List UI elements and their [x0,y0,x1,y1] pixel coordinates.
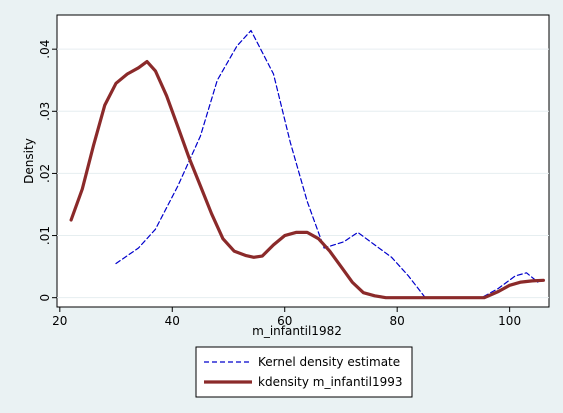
y-tick-label: .04 [38,40,52,59]
y-tick-label: .02 [38,164,52,183]
y-tick-label: .01 [38,226,52,245]
legend: Kernel density estimate kdensity m_infan… [195,346,413,398]
x-tick-label: 60 [277,314,292,328]
y-axis: 0 .01 .02 .03 .04 [38,40,57,302]
x-axis: 20 40 60 80 100 [52,307,521,328]
x-tick-label: 80 [390,314,405,328]
x-axis-label: m_infantil1982 [252,324,342,338]
legend-label-1: kdensity m_infantil1993 [258,375,403,389]
x-tick-label: 40 [165,314,180,328]
legend-box [195,346,413,398]
y-tick-label: .03 [38,102,52,121]
series-line-1 [69,60,545,300]
plot-area [56,14,550,308]
x-tick-label: 20 [52,314,67,328]
x-tick-label: 100 [498,314,521,328]
y-axis-label: Density [22,138,36,184]
legend-label-0: Kernel density estimate [258,355,400,369]
series-lines [69,29,545,300]
y-tick-label: 0 [38,294,52,302]
